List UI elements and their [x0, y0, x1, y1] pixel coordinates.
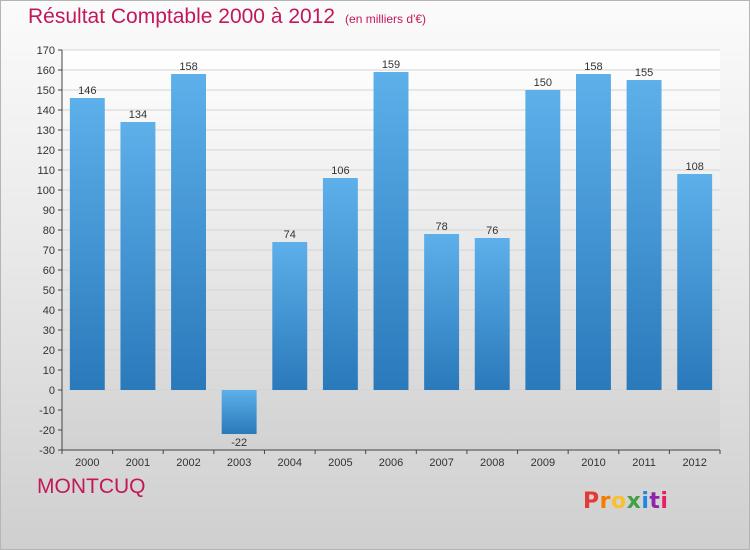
data-label: 159: [382, 59, 400, 71]
data-label: 78: [435, 221, 447, 233]
y-tick-label: 150: [37, 85, 55, 97]
chart-title: Résultat Comptable 2000 à 2012 (en millie…: [28, 5, 426, 29]
logo-letter: o: [610, 489, 627, 514]
y-tick-label: 70: [43, 245, 55, 257]
y-tick-label: 80: [43, 225, 55, 237]
bar: [272, 242, 308, 390]
x-tick-label: 2012: [682, 457, 706, 469]
logo-letter: i: [641, 489, 650, 514]
y-tick-label: 140: [37, 105, 55, 117]
x-tick-label: 2007: [429, 457, 453, 469]
x-tick-label: 2005: [328, 457, 352, 469]
y-tick-label: 10: [43, 365, 55, 377]
data-label: 134: [129, 109, 147, 121]
logo-letter: r: [599, 489, 611, 514]
bar: [525, 90, 561, 390]
data-label: -22: [231, 437, 247, 449]
data-label: 150: [534, 77, 552, 89]
y-tick-label: 60: [43, 265, 55, 277]
y-tick-label: 160: [37, 65, 55, 77]
x-axis-ticks: 2000 2001 2002 2003 2004 2005 2006 2007 2008 2009…: [61, 450, 721, 469]
data-label: 158: [179, 61, 197, 73]
y-tick-label: 130: [37, 125, 55, 137]
y-axis-ticks: 1701601501401301201101009080706050403020…: [37, 45, 62, 457]
x-tick-label: 2011: [632, 457, 656, 469]
y-tick-label: 30: [43, 325, 55, 337]
x-tick-label: 2003: [227, 457, 251, 469]
data-label: 158: [584, 61, 602, 73]
y-tick-label: 110: [37, 165, 55, 177]
y-tick-label: 0: [49, 385, 55, 397]
x-tick-label: 2004: [278, 457, 302, 469]
bar: [626, 80, 662, 390]
y-tick-label: -10: [39, 405, 55, 417]
bar: [171, 74, 207, 390]
logo-letter: t: [649, 489, 661, 514]
data-label: 106: [331, 165, 349, 177]
y-tick-label: 40: [43, 305, 55, 317]
bars: 146 134 158 -22 74 106 159 78 76 150 158 155 108: [69, 59, 713, 449]
x-tick-label: 2010: [581, 457, 605, 469]
data-label: 155: [635, 67, 653, 79]
y-tick-label: 90: [43, 205, 55, 217]
x-tick-label: 2009: [531, 457, 555, 469]
logo-letter: i: [660, 489, 669, 514]
bar: [424, 234, 460, 390]
y-tick-label: 100: [37, 185, 55, 197]
bar: [575, 74, 611, 390]
y-tick-label: 50: [43, 285, 55, 297]
logo-letter: P: [583, 489, 600, 514]
data-label: 108: [686, 161, 704, 173]
bar: [221, 390, 257, 434]
logo-letter: x: [626, 489, 642, 514]
bar: [373, 72, 409, 390]
chart-subtitle: (en milliers d'€): [345, 12, 427, 26]
bar: [677, 174, 713, 390]
x-tick-label: 2002: [176, 457, 200, 469]
data-label: 74: [284, 229, 296, 241]
proxiti-logo: Proxiti: [583, 489, 668, 514]
x-tick-label: 2001: [126, 457, 150, 469]
y-tick-label: 170: [37, 45, 55, 57]
x-tick-label: 2008: [480, 457, 504, 469]
y-tick-label: 120: [37, 145, 55, 157]
bar: [69, 98, 105, 390]
data-label: 76: [486, 225, 498, 237]
x-tick-label: 2000: [75, 457, 99, 469]
y-tick-label: -20: [39, 425, 55, 437]
chart-title-text: Résultat Comptable 2000 à 2012: [28, 5, 336, 28]
bar: [474, 238, 510, 390]
region-name: MONTCUQ: [37, 475, 146, 498]
data-label: 146: [78, 85, 96, 97]
y-tick-label: 20: [43, 345, 55, 357]
x-tick-label: 2006: [379, 457, 403, 469]
bar: [322, 178, 358, 390]
y-tick-label: -30: [39, 445, 55, 457]
bar: [120, 122, 156, 390]
